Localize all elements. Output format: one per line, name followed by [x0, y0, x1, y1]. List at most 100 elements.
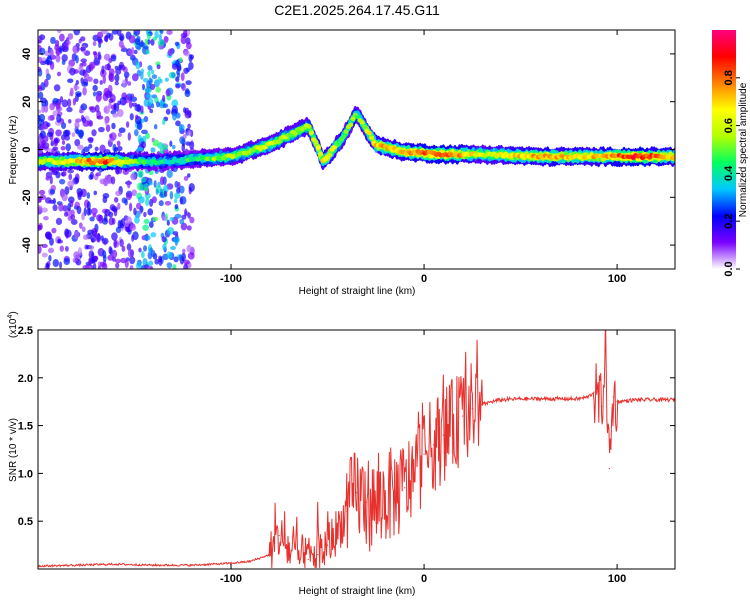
spectrogram-noise-speck: [176, 69, 180, 75]
spectrogram-noise-speck: [151, 103, 155, 109]
snr-data-point: [394, 491, 396, 494]
spectrogram-noise-speck: [50, 36, 56, 45]
spectrogram-ridge-cell: [306, 124, 312, 129]
spectrogram-ridge-cell: [317, 151, 324, 157]
spectrogram-noise-speck: [143, 187, 149, 192]
spectrogram-noise-speck: [172, 231, 179, 236]
spectrogram-noise-speck: [108, 58, 113, 64]
spectrogram-noise-speck: [111, 30, 118, 35]
spectrogram-noise-speck: [174, 41, 180, 47]
spectrogram-noise-speck: [38, 189, 46, 196]
snr-series-line: [38, 330, 675, 569]
spectrogram-ridge-cell: [368, 135, 375, 140]
spectrogram-noise-speck: [103, 105, 110, 114]
spectrogram-noise-speck: [129, 256, 136, 265]
spectrogram-noise-speck: [96, 232, 101, 242]
spectrogram-noise-speck: [67, 98, 72, 108]
spectrogram-noise-speck: [141, 129, 148, 135]
colorbar-tick-label: 0.6: [723, 118, 735, 133]
spectrogram-noise-speck: [81, 212, 85, 221]
spectrogram-noise-speck: [72, 177, 80, 185]
spectrogram-noise-speck: [87, 137, 94, 144]
spectrogram-noise-speck: [39, 47, 46, 56]
spectrogram-noise-speck: [173, 256, 179, 263]
snr-y-tick-label: 0.5: [18, 516, 33, 528]
snr-data-point: [471, 407, 473, 409]
spectrogram-ridge-cell: [313, 140, 319, 145]
spectrogram-noise-speck: [63, 257, 71, 266]
snr-data-point: [635, 399, 637, 401]
spectrogram-noise-speck: [81, 81, 89, 87]
spectrogram-noise-speck: [104, 208, 111, 217]
spectrogram-noise-speck: [166, 219, 170, 226]
spectrogram-noise-speck: [181, 143, 186, 152]
spectrogram-noise-speck: [122, 169, 129, 175]
spectrogram-noise-speck: [143, 264, 150, 269]
spectrogram-noise-speck: [184, 208, 188, 217]
spectrogram-noise-speck: [96, 31, 104, 39]
spectrogram-y-ticks: -40 -20 0 20 40: [21, 48, 675, 253]
spectrogram-ridge-cell: [366, 130, 372, 136]
spectrogram-noise-speck: [49, 103, 55, 111]
spectrogram-noise-speck: [117, 219, 122, 229]
spectrogram-noise-speck: [61, 59, 66, 65]
chart-title: C2E1.2025.264.17.45.G11: [274, 2, 440, 18]
spectrogram-noise-speck: [144, 38, 149, 46]
spectrogram-noise-speck: [76, 93, 82, 98]
spectrogram-noise-speck: [83, 234, 89, 240]
spectrogram-noise-speck: [150, 250, 156, 257]
spectrogram-noise-speck: [59, 45, 63, 54]
spectrogram-ridge-cell: [292, 131, 298, 136]
spectrogram-noise-speck: [147, 32, 151, 40]
spectrogram-noise-speck: [177, 181, 181, 189]
spectrogram-noise-speck: [67, 78, 74, 84]
snr-data-point: [249, 560, 251, 562]
spectrogram-noise-speck: [161, 215, 167, 222]
spectrogram-noise-speck: [114, 258, 121, 264]
colorbar-tick-label: 0.0: [723, 261, 735, 276]
spectrogram-noise-speck: [67, 180, 75, 188]
spectrogram-noise-speck: [168, 71, 176, 79]
spectrogram-noise-speck: [55, 129, 62, 137]
spectrogram-noise-speck: [131, 102, 138, 107]
spectrogram-noise-speck: [125, 121, 130, 128]
spectrogram-noise-speck: [76, 205, 82, 215]
snr-y-tick-label: 2.0: [18, 373, 33, 385]
spectrogram-noise-speck: [158, 33, 162, 41]
spectrogram-noise-speck: [129, 265, 134, 269]
spectrogram-noise-speck: [136, 121, 143, 131]
spectrogram-noise-speck: [169, 216, 174, 222]
spectrogram-noise-speck: [158, 200, 164, 207]
spectrogram-noise-speck: [129, 113, 134, 121]
spectrogram-noise-speck: [38, 205, 43, 210]
spectrogram-noise-speck: [161, 144, 169, 150]
spectrogram-noise-speck: [97, 51, 101, 60]
spectrogram-noise-speck: [74, 231, 80, 240]
spectrogram-noise-speck: [115, 262, 120, 269]
spectrogram-ridge-cell: [276, 139, 282, 144]
spectrogram-noise-speck: [38, 91, 44, 100]
spectrogram-noise-speck: [163, 184, 169, 194]
snr-data-point: [326, 544, 329, 546]
spectrogram-x-tick-label: 100: [608, 273, 626, 285]
spectrogram-noise-speck: [82, 265, 90, 269]
spectrogram-noise-speck: [162, 94, 166, 103]
snr-multiplier-exponent: 4: [7, 315, 14, 319]
spectrogram-noise-speck: [43, 78, 49, 88]
spectrogram-noise-speck: [118, 127, 126, 134]
spectrogram-noise-speck: [108, 246, 113, 255]
spectrogram-y-tick-label: 20: [21, 96, 33, 108]
snr-data-point: [278, 534, 280, 537]
spectrogram-noise-speck: [152, 216, 159, 222]
spectrogram-noise-speck: [142, 224, 149, 231]
spectrogram-noise-speck: [60, 146, 66, 151]
spectrogram-noise-speck: [137, 147, 144, 152]
spectrogram-noise-speck: [128, 49, 132, 55]
spectrogram-noise-speck: [125, 192, 132, 201]
spectrogram-noise-speck: [131, 73, 139, 82]
spectrogram-ridge-cell: [327, 152, 333, 158]
snr-data-point: [577, 398, 580, 400]
spectrogram-noise-speck: [113, 208, 118, 217]
spectrogram-noise-speck: [38, 39, 42, 44]
spectrogram-noise-speck: [80, 103, 88, 111]
